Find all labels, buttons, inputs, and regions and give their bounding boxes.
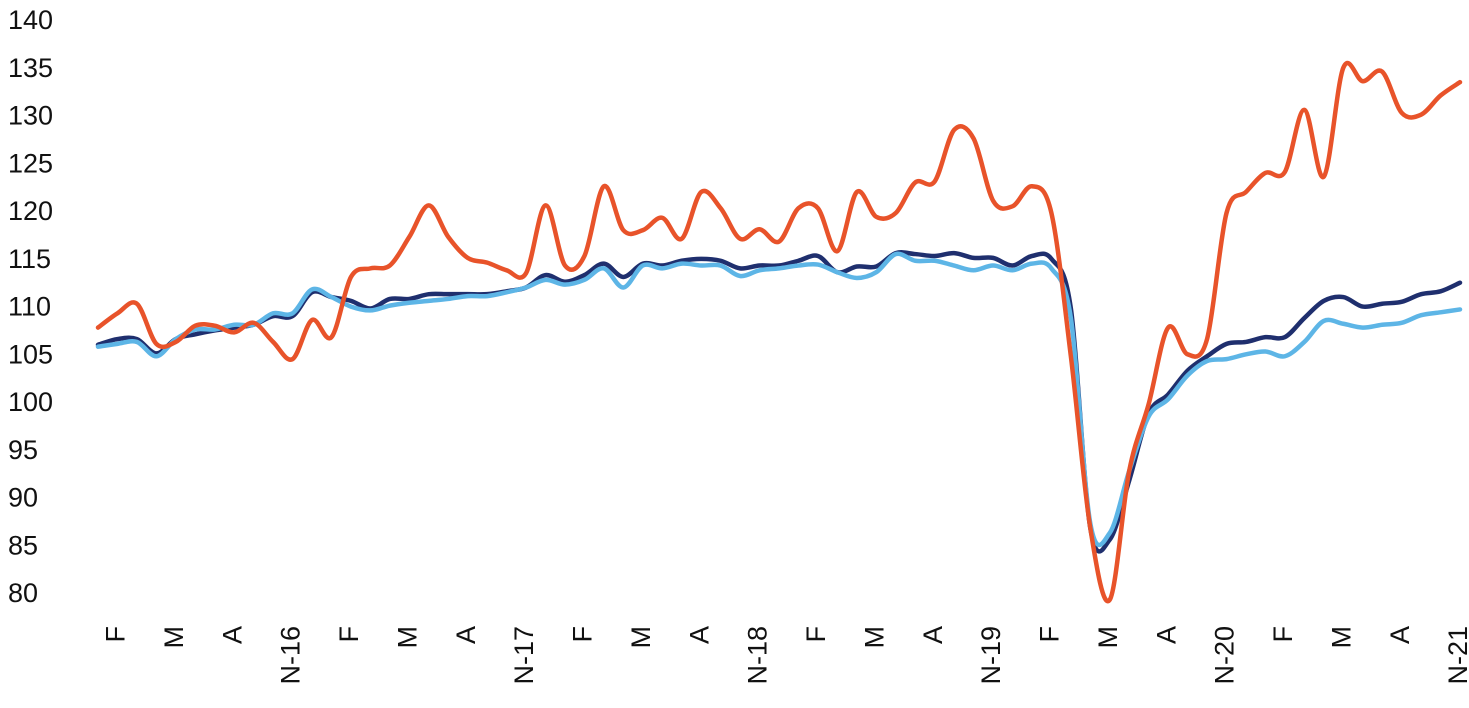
x-tick-label: M [859,626,889,649]
y-tick-label: 95 [8,435,38,465]
x-tick-label: M [159,626,189,649]
y-tick-label: 135 [8,53,53,83]
x-tick-label: F [1268,626,1298,643]
x-tick-label: F [1035,626,1065,643]
x-tick-label: A [451,626,481,644]
y-tick-label: 115 [8,244,51,274]
x-tick-label: F [334,626,364,643]
y-tick-label: 140 [8,5,53,35]
y-tick-label: 120 [8,196,53,226]
x-tick-label: N-21 [1443,626,1469,685]
x-tick-label: F [801,626,831,643]
x-tick-label: N-19 [976,626,1006,685]
line-series [95,60,1463,604]
y-tick-label: 100 [8,387,53,417]
x-tick-label: N-20 [1210,626,1240,685]
x-tick-label: M [626,626,656,649]
x-tick-label: M [1326,626,1356,649]
x-tick-label: N-16 [276,626,306,685]
y-tick-label: 80 [8,578,38,608]
x-tick-label: A [1151,626,1181,644]
x-tick-label: F [101,626,131,643]
y-tick-label: 125 [8,148,53,178]
x-tick-label: N-18 [743,626,773,685]
x-tick-label: A [918,626,948,644]
x-tick-label: N-17 [509,626,539,685]
x-tick-label: A [217,626,247,644]
x-tick-label: M [1093,626,1123,649]
x-tick-label: M [392,626,422,649]
y-tick-label: 90 [8,483,38,513]
line-series [95,251,1463,548]
x-tick-label: F [568,626,598,643]
y-tick-label: 130 [8,101,53,131]
x-tick-label: A [684,626,714,644]
y-tick-label: 105 [8,339,53,369]
y-tick-label: 110 [8,292,51,322]
x-tick-label: A [1385,626,1415,644]
y-tick-label: 85 [8,530,38,560]
